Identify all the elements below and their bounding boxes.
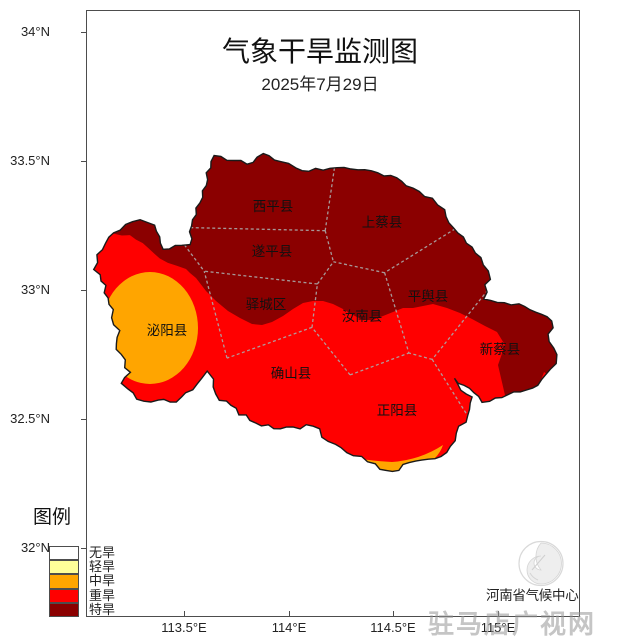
svg-text:上蔡县: 上蔡县 <box>362 215 403 230</box>
svg-text:汝南县: 汝南县 <box>342 309 383 324</box>
svg-text:新蔡县: 新蔡县 <box>480 342 521 357</box>
svg-text:驿城区: 驿城区 <box>246 297 287 312</box>
svg-text:遂平县: 遂平县 <box>252 244 293 259</box>
svg-text:泌阳县: 泌阳县 <box>147 323 188 338</box>
svg-text:确山县: 确山县 <box>271 366 312 381</box>
svg-text:平舆县: 平舆县 <box>408 289 449 304</box>
svg-text:西平县: 西平县 <box>253 199 294 214</box>
svg-text:正阳县: 正阳县 <box>377 403 418 418</box>
